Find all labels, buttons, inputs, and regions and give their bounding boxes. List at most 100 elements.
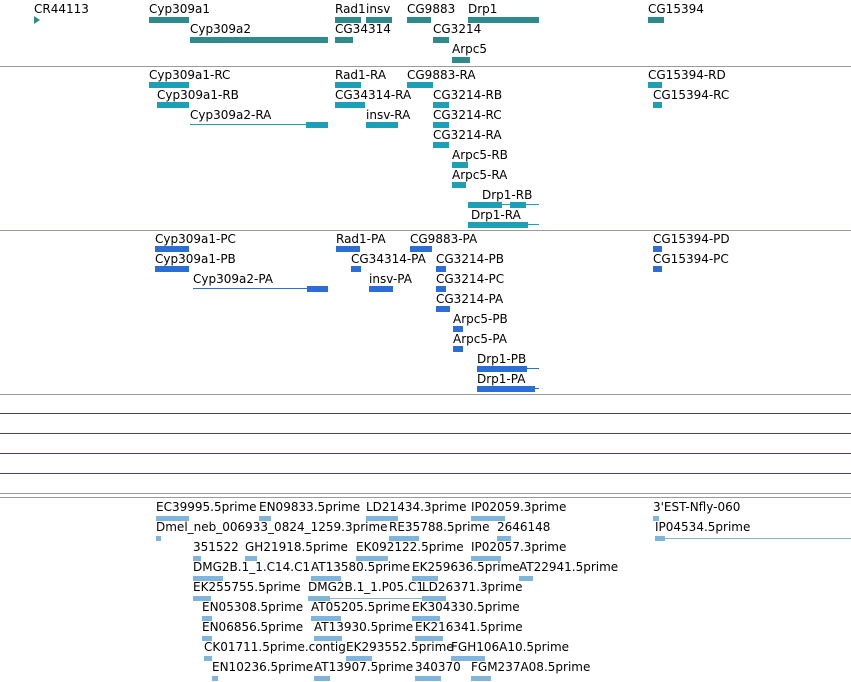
protein-label[interactable]: Arpc5-PB: [453, 312, 508, 326]
est-label[interactable]: AT13907.5prime: [314, 660, 414, 674]
est-glyph[interactable]: [389, 536, 419, 541]
transcript-glyph[interactable]: [335, 102, 365, 108]
protein-glyph[interactable]: [653, 246, 662, 252]
gene-label[interactable]: CR44113: [34, 2, 89, 16]
protein-glyph[interactable]: [436, 266, 446, 272]
gene-glyph[interactable]: [34, 16, 40, 24]
est-glyph[interactable]: [415, 636, 443, 641]
transcript-glyph[interactable]: [366, 122, 398, 128]
est-label[interactable]: GH21918.5prime: [245, 540, 348, 554]
protein-glyph[interactable]: [410, 246, 432, 252]
transcript-label[interactable]: CG3214-RB: [433, 88, 503, 102]
gene-glyph[interactable]: [190, 37, 328, 43]
est-glyph[interactable]: [193, 576, 223, 581]
protein-glyph[interactable]: [369, 286, 393, 292]
est-label[interactable]: 2646148: [497, 520, 551, 534]
protein-label[interactable]: Drp1-PA: [477, 372, 526, 386]
gene-label[interactable]: CG3214: [433, 22, 482, 36]
est-glyph[interactable]: [356, 556, 388, 561]
transcript-label[interactable]: CG3214-RC: [433, 108, 502, 122]
est-glyph[interactable]: [366, 516, 398, 521]
gene-glyph[interactable]: [433, 37, 449, 43]
est-label[interactable]: EK293552.5prime: [346, 640, 454, 654]
est-label[interactable]: AT05205.5prime: [311, 600, 411, 614]
transcript-glyph[interactable]: [653, 102, 662, 108]
est-label[interactable]: 3'EST-Nfly-060: [653, 500, 741, 514]
est-glyph[interactable]: [519, 576, 533, 581]
protein-glyph[interactable]: [155, 246, 189, 252]
gene-label[interactable]: CG9883: [407, 2, 456, 16]
est-label[interactable]: Dmel_neb_006933_0824_1259.3prime: [156, 520, 388, 534]
est-label[interactable]: EK259636.5prime: [412, 560, 520, 574]
est-label[interactable]: LD26371.3prime: [422, 580, 523, 594]
gene-glyph[interactable]: [335, 37, 353, 43]
est-glyph[interactable]: [422, 596, 446, 601]
est-label[interactable]: CK01711.5prime.contig: [204, 640, 346, 654]
est-label[interactable]: FGM237A08.5prime: [471, 660, 591, 674]
est-label[interactable]: IP04534.5prime: [655, 520, 751, 534]
protein-label[interactable]: CG3214-PA: [436, 292, 504, 306]
gene-glyph[interactable]: [366, 17, 392, 23]
gene-label[interactable]: Drp1: [468, 2, 498, 16]
transcript-label[interactable]: CG34314-RA: [335, 88, 412, 102]
est-glyph[interactable]: [314, 676, 330, 681]
protein-glyph[interactable]: [436, 286, 446, 292]
est-label[interactable]: EK216341.5prime: [415, 620, 523, 634]
protein-label[interactable]: Rad1-PA: [336, 232, 386, 246]
est-glyph[interactable]: [653, 516, 659, 521]
gene-glyph[interactable]: [407, 17, 431, 23]
est-label[interactable]: EK304330.5prime: [412, 600, 520, 614]
est-label[interactable]: EN05308.5prime: [202, 600, 304, 614]
protein-label[interactable]: CG15394-PD: [653, 232, 730, 246]
est-glyph[interactable]: [314, 636, 342, 641]
est-glyph[interactable]: [245, 556, 257, 561]
protein-label[interactable]: Cyp309a1-PC: [155, 232, 236, 246]
est-glyph[interactable]: [202, 616, 212, 621]
gene-label[interactable]: CG15394: [648, 2, 704, 16]
est-glyph[interactable]: [259, 516, 271, 521]
protein-label[interactable]: CG34314-PA: [351, 252, 426, 266]
est-label[interactable]: RE35788.5prime: [389, 520, 490, 534]
transcript-label[interactable]: insv-RA: [366, 108, 411, 122]
protein-glyph[interactable]: [436, 306, 450, 312]
transcript-glyph[interactable]: [335, 82, 361, 88]
est-label[interactable]: AT22941.5prime: [519, 560, 619, 574]
est-label[interactable]: 340370: [415, 660, 461, 674]
transcript-glyph[interactable]: [407, 82, 433, 88]
protein-glyph[interactable]: [453, 326, 463, 332]
transcript-glyph[interactable]: [648, 82, 662, 88]
protein-label[interactable]: Cyp309a2-PA: [193, 272, 273, 286]
protein-glyph[interactable]: [477, 366, 527, 372]
est-glyph[interactable]: [193, 596, 211, 601]
est-label[interactable]: FGH106A10.5prime: [451, 640, 570, 654]
transcript-glyph[interactable]: [433, 102, 449, 108]
est-glyph[interactable]: [471, 676, 491, 681]
protein-label[interactable]: Cyp309a1-PB: [155, 252, 236, 266]
gene-label[interactable]: Cyp309a2: [190, 22, 251, 36]
est-glyph[interactable]: [412, 576, 438, 581]
gene-glyph[interactable]: [468, 17, 539, 23]
transcript-glyph[interactable]: [433, 122, 449, 128]
transcript-label[interactable]: CG15394-RD: [648, 68, 726, 82]
est-glyph[interactable]: [193, 556, 201, 561]
est-glyph[interactable]: [346, 656, 372, 661]
est-glyph[interactable]: [202, 636, 212, 641]
est-glyph[interactable]: [655, 536, 665, 541]
est-label[interactable]: AT13580.5prime: [311, 560, 411, 574]
est-glyph[interactable]: [311, 576, 341, 581]
gene-label[interactable]: Arpc5: [452, 42, 487, 56]
est-label[interactable]: DMG2B.1_1.C14.C1: [193, 560, 311, 574]
transcript-glyph[interactable]: [433, 142, 449, 148]
est-glyph[interactable]: [308, 596, 330, 601]
est-label[interactable]: 351522: [193, 540, 239, 554]
protein-glyph[interactable]: [653, 266, 662, 272]
est-glyph[interactable]: [412, 616, 440, 621]
est-label[interactable]: IP02057.3prime: [471, 540, 567, 554]
est-glyph[interactable]: [156, 536, 161, 541]
protein-label[interactable]: CG9883-PA: [410, 232, 478, 246]
est-label[interactable]: LD21434.3prime: [366, 500, 467, 514]
est-label[interactable]: EN09833.5prime: [259, 500, 361, 514]
protein-glyph[interactable]: [453, 346, 463, 352]
transcript-label[interactable]: Cyp309a1-RB: [157, 88, 239, 102]
protein-glyph[interactable]: [351, 266, 361, 272]
